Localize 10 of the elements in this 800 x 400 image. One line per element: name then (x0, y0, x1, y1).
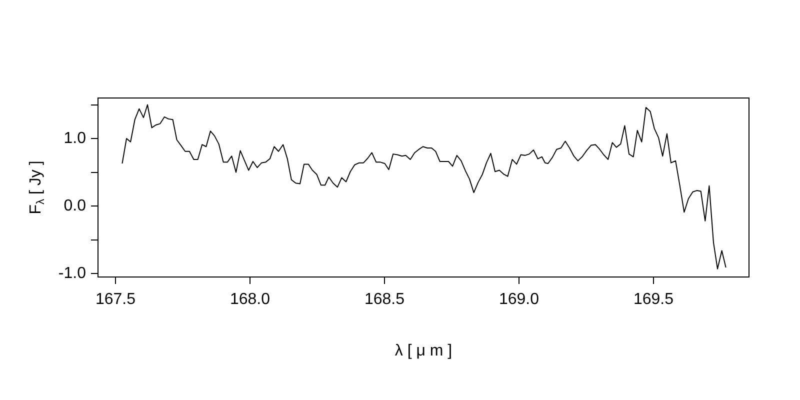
x-tick-label: 169.0 (498, 291, 540, 308)
x-tick-label: 169.5 (633, 291, 674, 308)
x-axis-title: λ [ μ m ] (394, 342, 452, 360)
x-tick-label: 167.5 (95, 291, 136, 308)
x-tick-label: 168.5 (364, 291, 405, 308)
y-axis-title: Fλ [ Jy ] (27, 160, 47, 214)
y-tick-label: 1.0 (64, 130, 86, 147)
y-tick-label: -1.0 (58, 265, 86, 282)
y-tick-label: 0.0 (64, 197, 86, 214)
x-tick-label: 168.0 (230, 291, 270, 308)
